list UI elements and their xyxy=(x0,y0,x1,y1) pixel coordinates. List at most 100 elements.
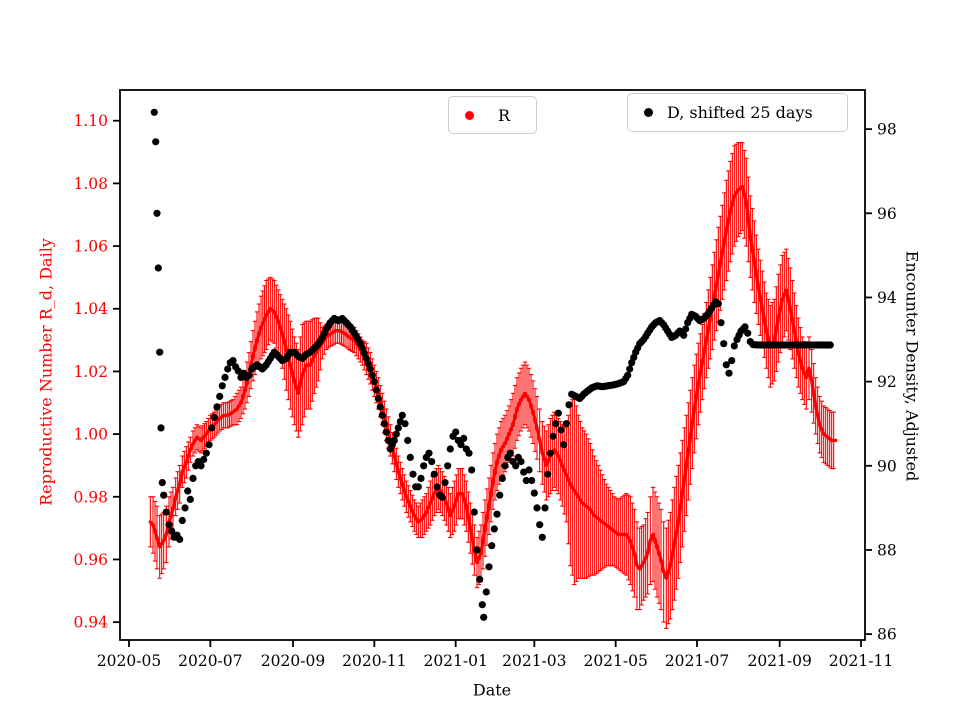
data-dot xyxy=(522,476,530,485)
data-dot xyxy=(380,420,388,428)
data-dot xyxy=(210,413,218,421)
left-tick-label: 0.98 xyxy=(73,488,108,506)
left-tick-label: 0.94 xyxy=(73,614,108,632)
data-dot xyxy=(452,428,460,436)
data-dot xyxy=(366,365,374,373)
data-dot xyxy=(165,521,173,529)
data-dot xyxy=(533,504,541,512)
x-tick-label: 2020-05 xyxy=(97,652,161,670)
data-dot xyxy=(378,411,386,419)
axes: 2020-05 2020-07 2020-09 2020-11 2021-01 2021-… xyxy=(73,89,897,670)
data-dot xyxy=(401,420,409,428)
x-tick-label: 2020-09 xyxy=(261,652,325,670)
data-dot xyxy=(501,462,509,470)
data-dot xyxy=(482,588,490,596)
data-dot xyxy=(409,470,417,478)
data-dot xyxy=(208,424,216,432)
data-dot xyxy=(744,329,752,337)
data-dot xyxy=(725,369,733,377)
x-tick-label: 2021-07 xyxy=(665,652,729,670)
data-dot xyxy=(205,441,213,449)
data-dot xyxy=(433,483,441,491)
data-dot xyxy=(512,462,520,470)
data-dot xyxy=(538,533,546,541)
data-dot xyxy=(370,378,378,386)
data-dot xyxy=(457,441,465,449)
data-dot xyxy=(728,357,736,365)
data-dot xyxy=(624,371,632,379)
data-dot xyxy=(374,394,382,403)
series-r-line xyxy=(148,184,838,580)
data-dot xyxy=(528,476,536,485)
legend-series-r: R xyxy=(448,96,537,134)
data-dot xyxy=(465,449,473,457)
left-axis-title: Reproductive Number R_d, Daily xyxy=(36,238,56,506)
data-dot xyxy=(213,403,221,411)
data-dot xyxy=(368,371,376,379)
right-axis-title: Encounter Density, Adjusted xyxy=(902,250,922,482)
data-dot xyxy=(720,340,728,348)
data-dot xyxy=(562,420,570,428)
data-dot xyxy=(178,516,186,525)
left-tick-label: 1.04 xyxy=(73,300,108,318)
data-dot xyxy=(216,392,224,400)
data-dot xyxy=(525,466,533,474)
data-dot xyxy=(441,479,449,487)
data-dot xyxy=(717,319,725,327)
data-dot xyxy=(560,441,568,449)
data-dot xyxy=(156,348,164,356)
data-dot xyxy=(493,510,501,518)
left-tick-label: 1.02 xyxy=(73,363,108,381)
data-dot xyxy=(682,325,690,333)
data-dot xyxy=(680,331,688,339)
data-dot xyxy=(154,264,162,272)
data-dot xyxy=(480,613,488,621)
data-dot xyxy=(485,563,493,571)
left-tick-label: 1.10 xyxy=(73,112,108,130)
data-dot xyxy=(470,508,478,516)
right-tick-label: 96 xyxy=(877,205,897,223)
right-tick-label: 88 xyxy=(877,541,897,559)
data-dot xyxy=(245,371,253,379)
x-tick-label: 2020-07 xyxy=(178,652,242,670)
data-dot xyxy=(181,504,189,512)
right-tick-label: 90 xyxy=(877,457,897,475)
data-dot xyxy=(565,401,573,409)
data-dot xyxy=(546,449,554,457)
data-dot xyxy=(554,409,562,417)
legend-marker-d-icon xyxy=(644,108,653,117)
data-dot xyxy=(160,491,168,499)
data-dot xyxy=(200,455,208,464)
data-dot xyxy=(444,462,452,470)
data-dot xyxy=(506,449,514,457)
x-tick-label: 2021-03 xyxy=(502,652,566,670)
data-dot xyxy=(162,508,170,516)
data-dot xyxy=(417,474,425,482)
data-dot xyxy=(446,445,454,453)
data-dot xyxy=(414,483,422,491)
left-tick-label: 1.08 xyxy=(73,175,108,193)
data-dot xyxy=(184,487,192,495)
data-dot xyxy=(714,300,722,308)
data-dot xyxy=(406,453,414,461)
series-d xyxy=(150,108,834,621)
data-dot xyxy=(376,403,384,411)
data-dot xyxy=(478,601,486,609)
data-dot xyxy=(826,341,834,349)
data-dot xyxy=(430,470,438,478)
x-tick-label: 2021-09 xyxy=(747,652,811,670)
data-dot xyxy=(202,449,210,457)
legend-series-d: D, shifted 25 days xyxy=(627,93,848,132)
right-tick-label: 98 xyxy=(877,121,897,139)
legend-marker-r-icon xyxy=(465,110,474,120)
right-tick-label: 92 xyxy=(877,373,897,391)
data-dot xyxy=(460,434,468,442)
data-dot xyxy=(626,365,634,373)
data-dot xyxy=(404,436,412,445)
x-tick-label: 2021-11 xyxy=(829,652,893,670)
data-dot xyxy=(536,521,544,529)
data-dot xyxy=(557,426,565,434)
data-dot xyxy=(517,458,525,466)
